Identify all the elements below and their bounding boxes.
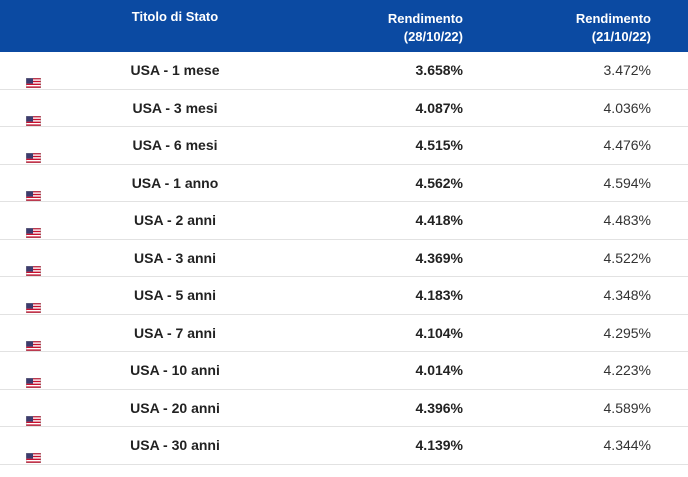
bond-name: USA - 3 mesi [132,99,218,116]
yield-value: 4.183% [415,287,463,303]
page: Titolo di Stato Rendimento (28/10/22) Rendi… [0,0,688,465]
yield-value: 4.223% [603,362,651,378]
header-text: Rendimento [575,11,651,26]
yield-value: 4.562% [415,174,463,191]
yield-value: 4.515% [415,137,463,153]
yield-value: 4.344% [603,437,651,453]
header-cell: Titolo di Stato [80,8,270,26]
bond-name: USA - 6 mesi [132,137,218,153]
yield-value: 4.476% [603,137,651,153]
yield-value: 4.139% [415,437,463,453]
table-row: USA - 7 anni 4.104% 4.295% [0,315,688,352]
yield-value: 4.104% [415,324,463,341]
header-text: (21/10/22) [591,29,651,44]
bond-name: USA - 1 mese [130,62,220,78]
table-row: USA - 2 anni 4.418% 4.483% [0,202,688,240]
yield-value: 3.472% [603,62,651,78]
header-text: (28/10/22) [403,29,463,44]
yield-value: 4.295% [603,324,651,341]
flag-icon [25,290,42,314]
yield-value: 4.348% [603,287,651,303]
bond-name: USA - 3 anni [134,249,216,266]
bond-name: USA - 30 anni [130,437,220,453]
yield-value: 4.589% [603,399,651,416]
flag-icon [25,178,42,201]
table-row: USA - 20 anni 4.396% 4.589% [0,390,688,427]
yield-value: 3.658% [415,62,463,78]
flag-icon [25,140,42,164]
table-row: USA - 5 anni 4.183% 4.348% [0,277,688,315]
table-row: USA - 30 anni 4.139% 4.344% [0,427,688,465]
table-header: Titolo di Stato Rendimento (28/10/22) Rendi… [0,0,688,52]
flag-icon [25,328,42,351]
table-row: USA - 10 anni 4.014% 4.223% [0,352,688,390]
flag-icon [25,65,42,89]
table-row: USA - 1 anno 4.562% 4.594% [0,165,688,202]
bond-name: USA - 1 anno [131,174,219,191]
flag-icon [25,403,42,426]
bond-name: USA - 2 anni [134,212,216,228]
header-cell: Rendimento (28/10/22) [388,10,463,46]
yield-value: 4.483% [603,212,651,228]
flag-icon [25,365,42,389]
header-cell: Rendimento (21/10/22) [576,10,651,46]
yield-value: 4.087% [415,99,463,116]
header-text: Rendimento [387,11,463,26]
table-row: USA - 6 mesi 4.515% 4.476% [0,127,688,165]
bond-name: USA - 10 anni [130,362,220,378]
flag-icon [25,103,42,126]
table-row: USA - 3 anni 4.369% 4.522% [0,240,688,277]
yield-value: 4.418% [415,212,463,228]
yield-value: 4.396% [415,399,463,416]
bond-name: USA - 5 anni [134,287,216,303]
yield-value: 4.594% [603,174,651,191]
yield-value: 4.014% [415,362,463,378]
flag-icon [25,440,42,464]
yield-table: Titolo di Stato Rendimento (28/10/22) Rendi… [0,0,688,465]
yield-value: 4.522% [603,249,651,266]
header-text: Titolo di Stato [131,9,219,24]
bond-name: USA - 20 anni [130,399,220,416]
yield-value: 4.369% [415,249,463,266]
flag-icon [25,253,42,276]
table-row: USA - 3 mesi 4.087% 4.036% [0,90,688,127]
flag-icon [25,215,42,239]
bond-name: USA - 7 anni [134,324,216,341]
table-row: USA - 1 mese 3.658% 3.472% [0,52,688,90]
yield-value: 4.036% [603,99,651,116]
